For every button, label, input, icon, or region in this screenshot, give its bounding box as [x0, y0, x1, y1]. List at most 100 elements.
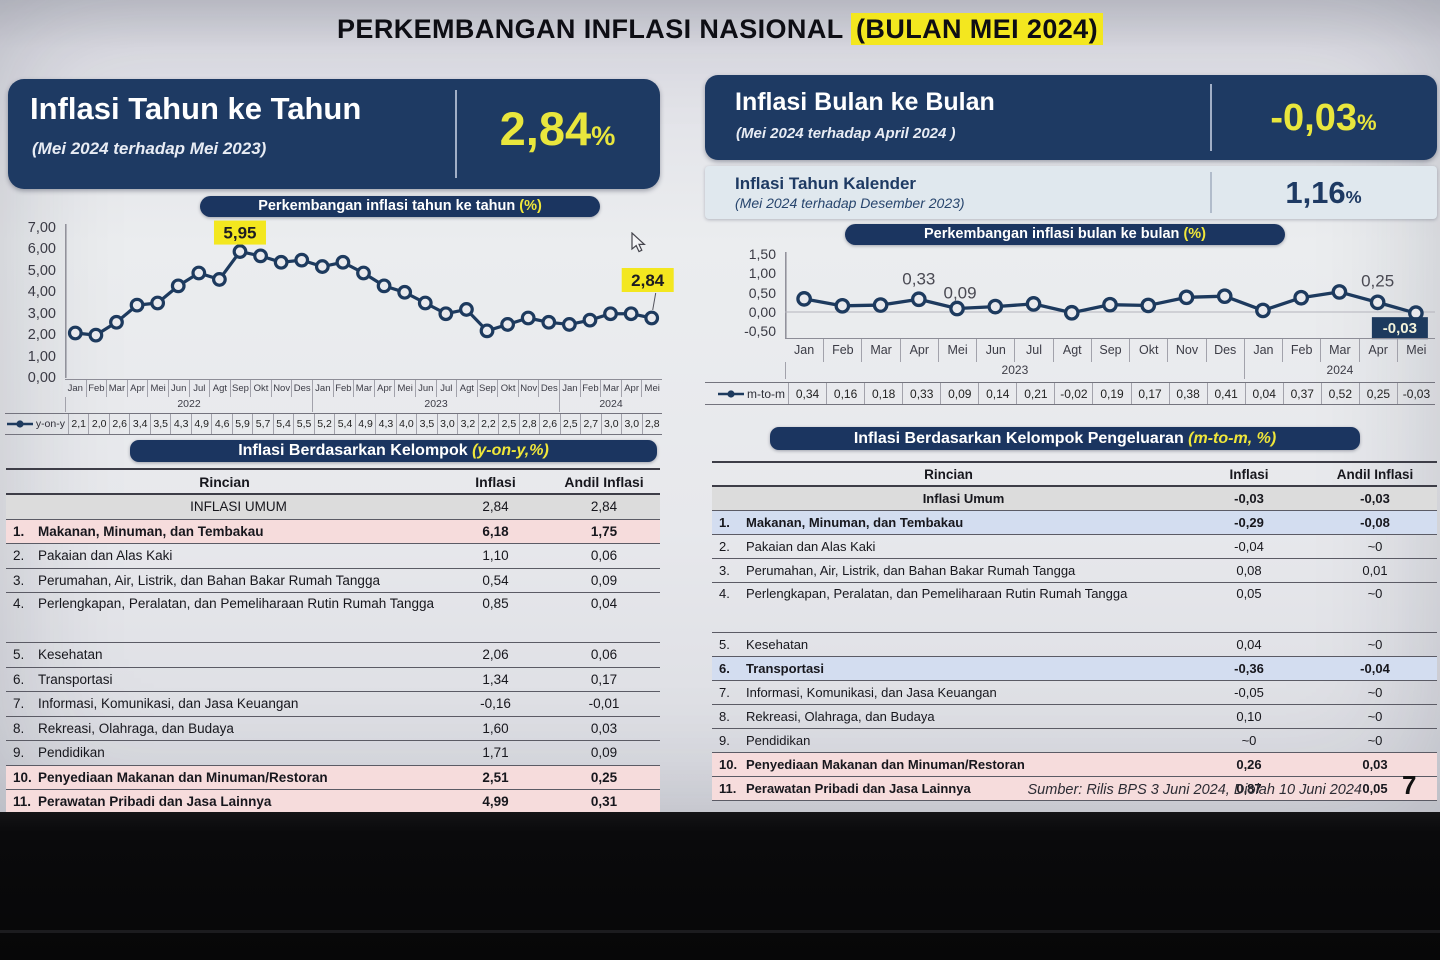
data-point-marker	[500, 317, 516, 332]
row-label: Penyediaan Makanan dan Minuman/Restoran	[38, 769, 328, 785]
series-value: 0,16	[826, 383, 864, 404]
annotation-leader-line	[652, 292, 657, 311]
x-tick-month: Jun	[976, 339, 1014, 362]
x-tick-year: 2023	[312, 397, 559, 412]
row-label: Perumahan, Air, Listrik, dan Bahan Bakar…	[746, 563, 1076, 578]
data-point-marker	[1255, 302, 1271, 319]
row-inflasi-value: -0,03	[1234, 491, 1264, 506]
chart-mtm-title: Perkembangan inflasi bulan ke bulan (%)	[845, 224, 1285, 245]
row-number: 2.	[13, 548, 25, 564]
y-tick-label: 4,00	[27, 284, 56, 301]
row-number: 2.	[719, 539, 730, 554]
row-inflasi-value: 0,54	[482, 572, 509, 588]
row-number: 1.	[719, 515, 730, 530]
data-point-marker	[150, 295, 166, 311]
row-number: 5.	[719, 637, 730, 652]
header-andil-inflasi: Andil Inflasi	[1336, 466, 1414, 482]
row-andil-value: 0,06	[590, 647, 618, 663]
y-tick-label: 0,00	[748, 304, 776, 320]
row-label: Perawatan Pribadi dan Jasa Lainnya	[38, 794, 272, 810]
data-point-marker	[191, 265, 207, 281]
table-row: 3. Perumahan, Air, Listrik, dan Bahan Bak…	[712, 559, 1437, 583]
table-row: 10. Penyediaan Makanan dan Minuman/Restor…	[6, 765, 660, 790]
row-number: 10.	[13, 769, 32, 785]
series-value: 5,2	[313, 414, 334, 434]
line-marker-icon	[6, 420, 33, 428]
table-row: 1. Makanan, Minuman, dan Tembakau 6,18 1,75	[6, 519, 660, 544]
bezel-edge-line	[0, 930, 1440, 933]
y-tick-label: -0,50	[744, 323, 776, 340]
row-number: 3.	[719, 563, 730, 578]
x-tick-month: Sep	[476, 380, 498, 397]
table-row: 4. Perlengkapan, Peralatan, dan Pemelihar…	[712, 583, 1437, 633]
table-row: 7. Informasi, Komunikasi, dan Jasa Keuang…	[712, 681, 1437, 705]
series-value: 0,09	[940, 383, 978, 404]
x-tick-month: Des	[538, 380, 559, 397]
data-point-marker	[211, 272, 227, 287]
row-label: Perlengkapan, Peralatan, dan Pemeliharaa…	[746, 586, 1128, 601]
series-value: 0,37	[1282, 383, 1321, 404]
row-andil-value: ~0	[1367, 637, 1383, 652]
row-number: 11.	[13, 794, 32, 810]
row-andil-value: ~0	[1367, 709, 1383, 724]
row-number: 9.	[719, 733, 730, 748]
series-value: 3,5	[416, 414, 436, 434]
panel-mtm: Inflasi Bulan ke Bulan (Mei 2024 terhada…	[705, 75, 1437, 160]
row-label: Informasi, Komunikasi, dan Jasa Keuangan	[746, 685, 997, 700]
series-value: 2,5	[559, 414, 580, 434]
data-point-marker	[479, 323, 495, 339]
row-number: 4.	[13, 596, 25, 611]
x-tick-month: Jan	[794, 343, 815, 357]
table-row: 11. Perawatan Pribadi dan Jasa Lainnya 0,8…	[712, 777, 1437, 801]
row-inflasi-value: 1,34	[482, 671, 509, 687]
header-inflasi: Inflasi	[475, 473, 516, 490]
annotation-box	[1371, 317, 1428, 340]
series-value: 0,18	[864, 383, 902, 404]
mouse-cursor	[631, 232, 646, 253]
row-label: Pakaian dan Alas Kaki	[746, 539, 876, 554]
x-tick-month: Mei	[147, 380, 168, 397]
table-row: 4. Perlengkapan, Peralatan, dan Pemelihar…	[6, 593, 660, 643]
x-tick-month: Mar	[1320, 339, 1358, 362]
x-tick-month: Jan	[559, 380, 580, 397]
x-tick-month: Jan	[1243, 339, 1282, 362]
data-point-marker	[644, 310, 660, 326]
data-point-marker	[170, 278, 186, 294]
panel-yoy-subtitle: (Mei 2024 terhadap Mei 2023)	[32, 139, 267, 158]
x-tick-month: Okt	[1129, 339, 1167, 362]
row-number: 7.	[13, 696, 25, 712]
page-title-text: PERKEMBANGAN INFLASI NASIONAL	[337, 14, 852, 44]
row-inflasi-value: 0,05	[1236, 586, 1262, 601]
row-inflasi-value: 1,60	[482, 720, 509, 736]
row-andil-value: -0,03	[1360, 491, 1390, 506]
source-note: Sumber: Rilis BPS 3 Juni 2024, Diolah 10…	[1027, 782, 1363, 798]
x-tick-month: Jan	[312, 380, 333, 397]
table-row: 2. Pakaian dan Alas Kaki 1,10 0,06	[6, 544, 660, 569]
row-inflasi-value: 0,04	[1236, 637, 1262, 652]
row-label: Pendidikan	[38, 745, 105, 761]
x-tick-year: 2022	[65, 397, 312, 412]
page-title: PERKEMBANGAN INFLASI NASIONAL (BULAN MEI…	[0, 13, 1440, 45]
data-point-marker	[129, 297, 145, 313]
x-tick-month: Jul	[435, 380, 457, 397]
row-number: 9.	[13, 745, 25, 761]
x-tick-month: Nov	[517, 380, 539, 397]
x-tick-month: Apr	[1358, 339, 1397, 362]
series-value: 4,0	[395, 414, 416, 434]
series-value: 0,33	[902, 383, 940, 404]
series-name: m-to-m	[747, 386, 785, 401]
series-value: -0,02	[1054, 383, 1092, 404]
data-point-marker	[438, 306, 454, 322]
data-point-marker	[1102, 296, 1118, 313]
chart-mtm-x-axis: Jan Feb Mar Apr Mei Jun Jul Agt Sep Okt Nov Des Jan F…	[785, 338, 1435, 379]
x-tick-month: Sep	[1090, 339, 1129, 362]
x-tick-month: Mar	[353, 380, 374, 397]
row-inflasi-value: -0,36	[1234, 661, 1264, 676]
row-label: Pendidikan	[746, 733, 811, 748]
data-point-marker	[397, 284, 413, 300]
row-andil-value: 0,25	[590, 769, 618, 785]
row-inflasi-value: 0,85	[482, 596, 509, 611]
x-tick-month: Apr	[373, 380, 395, 397]
series-value: 5,4	[272, 414, 293, 434]
row-andil-value: -0,08	[1360, 515, 1390, 530]
